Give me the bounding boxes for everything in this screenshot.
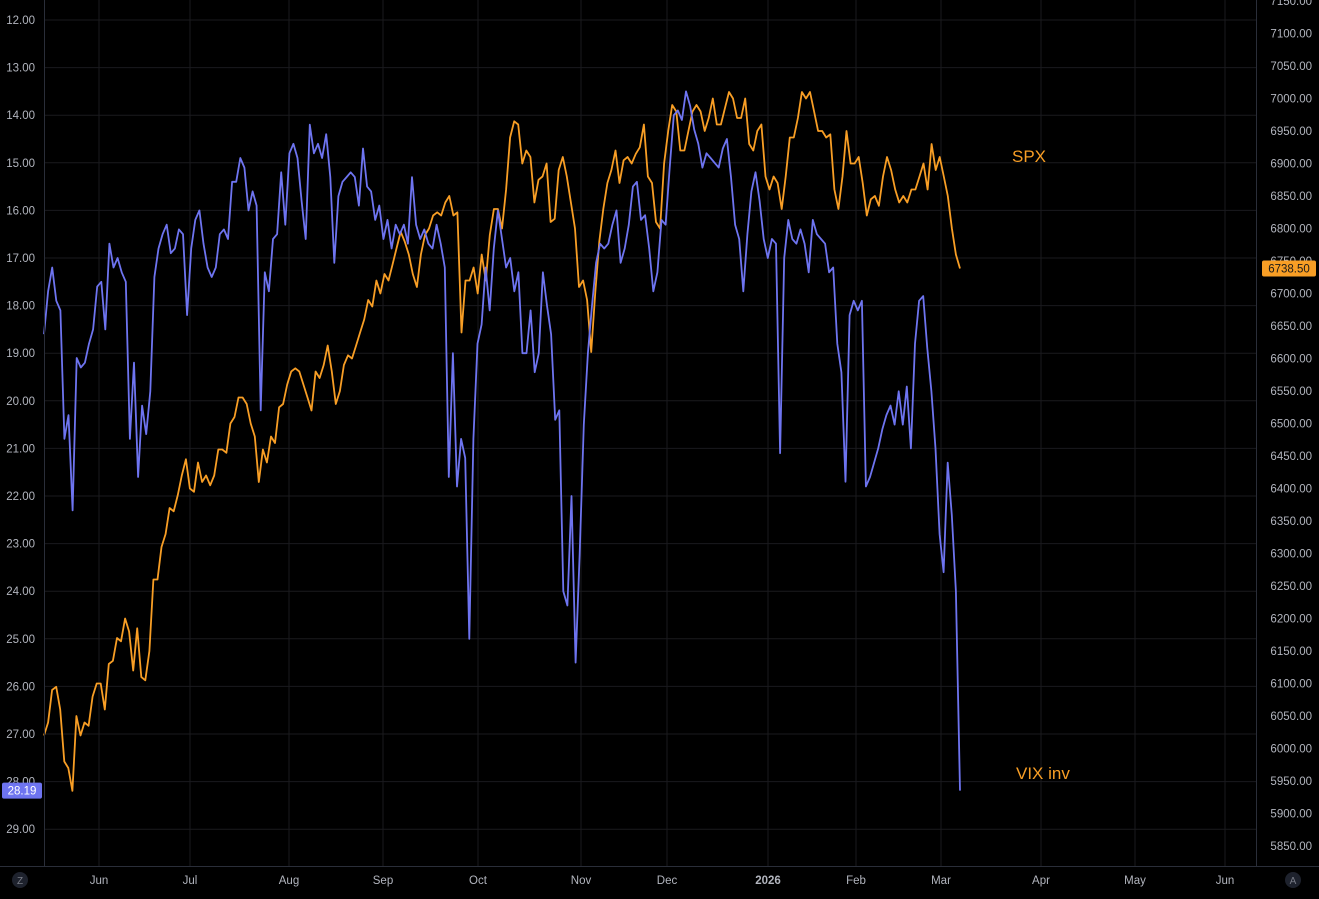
left-axis-tick-label: 25.00 <box>6 634 35 646</box>
left-axis-tick-label: 24.00 <box>6 586 35 598</box>
time-axis-tick-label: Jun <box>1216 875 1235 887</box>
right-axis-tick-label: 6950.00 <box>1270 126 1312 138</box>
svg-text:A: A <box>1290 876 1297 887</box>
time-axis-tick-label: 2026 <box>755 875 781 887</box>
spx-series-line <box>43 91 961 792</box>
right-axis-tick-label: 6500.00 <box>1270 419 1312 431</box>
left-axis-tick-label: 15.00 <box>6 158 35 170</box>
right-axis-tick-label: 6050.00 <box>1270 711 1312 723</box>
right-axis-tick-label: 6800.00 <box>1270 224 1312 236</box>
time-axis-tick-label: Sep <box>373 875 393 887</box>
right-axis-tick-label: 7150.00 <box>1270 0 1312 8</box>
time-axis-tick-label: Jun <box>90 875 109 887</box>
right-axis-tick-label: 6550.00 <box>1270 386 1312 398</box>
left-axis-tick-label: 13.00 <box>6 63 35 75</box>
right-axis-tick-label: 6100.00 <box>1270 679 1312 691</box>
left-axis-tick-label: 27.00 <box>6 729 35 741</box>
auto-scale-button[interactable]: A <box>1285 872 1301 888</box>
left-axis-tick-label: 14.00 <box>6 110 35 122</box>
right-axis-tick-label: 6400.00 <box>1270 484 1312 496</box>
left-axis-tick-label: 21.00 <box>6 443 35 455</box>
right-axis-tick-label: 6450.00 <box>1270 451 1312 463</box>
left-axis-tick-label: 16.00 <box>6 205 35 217</box>
vix-last-value-label: 28.19 <box>8 786 37 798</box>
left-axis-scale-button[interactable]: Z <box>12 872 28 888</box>
left-axis-tick-label: 23.00 <box>6 539 35 551</box>
vix-inv-series-line <box>43 90 961 791</box>
time-axis-tick-label: Dec <box>657 875 678 887</box>
left-axis-tick-label: 20.00 <box>6 396 35 408</box>
right-axis-tick-label: 6150.00 <box>1270 646 1312 658</box>
spx-last-value-label: 6738.50 <box>1268 263 1310 275</box>
spx-annotation: SPX <box>1012 147 1046 166</box>
time-axis-tick-label: Apr <box>1032 875 1050 887</box>
time-axis-tick-label: Jul <box>183 875 198 887</box>
svg-text:Z: Z <box>17 876 23 887</box>
right-axis-tick-label: 5950.00 <box>1270 776 1312 788</box>
right-axis-tick-label: 7050.00 <box>1270 61 1312 73</box>
right-axis-tick-label: 6850.00 <box>1270 191 1312 203</box>
right-axis-tick-label: 6700.00 <box>1270 289 1312 301</box>
time-axis-tick-label: May <box>1124 875 1146 887</box>
right-axis-tick-label: 6900.00 <box>1270 159 1312 171</box>
time-axis-tick-label: Aug <box>279 875 299 887</box>
right-axis-tick-label: 6350.00 <box>1270 516 1312 528</box>
left-axis-tick-label: 19.00 <box>6 348 35 360</box>
time-axis-tick-label: Feb <box>846 875 866 887</box>
left-axis-tick-label: 17.00 <box>6 253 35 265</box>
vix-last-value-badge <box>2 782 42 799</box>
right-axis-tick-label: 6200.00 <box>1270 614 1312 626</box>
left-axis-tick-label: 12.00 <box>6 15 35 27</box>
right-axis-tick-label: 6600.00 <box>1270 354 1312 366</box>
right-axis-tick-label: 5900.00 <box>1270 809 1312 821</box>
left-axis-tick-label: 18.00 <box>6 301 35 313</box>
time-axis-tick-label: Nov <box>571 875 592 887</box>
right-axis-tick-label: 6250.00 <box>1270 581 1312 593</box>
right-axis-tick-label: 7100.00 <box>1270 29 1312 41</box>
spx-last-value-badge <box>1262 260 1316 277</box>
left-axis-tick-label: 29.00 <box>6 824 35 836</box>
right-axis-tick-label: 5850.00 <box>1270 841 1312 853</box>
left-axis-tick-label: 22.00 <box>6 491 35 503</box>
right-axis-tick-label: 6300.00 <box>1270 549 1312 561</box>
right-axis-tick-label: 6000.00 <box>1270 744 1312 756</box>
vix-inv-annotation: VIX inv <box>1016 764 1070 783</box>
time-axis-tick-label: Oct <box>469 875 488 887</box>
right-axis-tick-label: 6650.00 <box>1270 321 1312 333</box>
time-axis-tick-label: Mar <box>931 875 951 887</box>
left-axis-tick-label: 26.00 <box>6 681 35 693</box>
right-axis-tick-label: 7000.00 <box>1270 94 1312 106</box>
